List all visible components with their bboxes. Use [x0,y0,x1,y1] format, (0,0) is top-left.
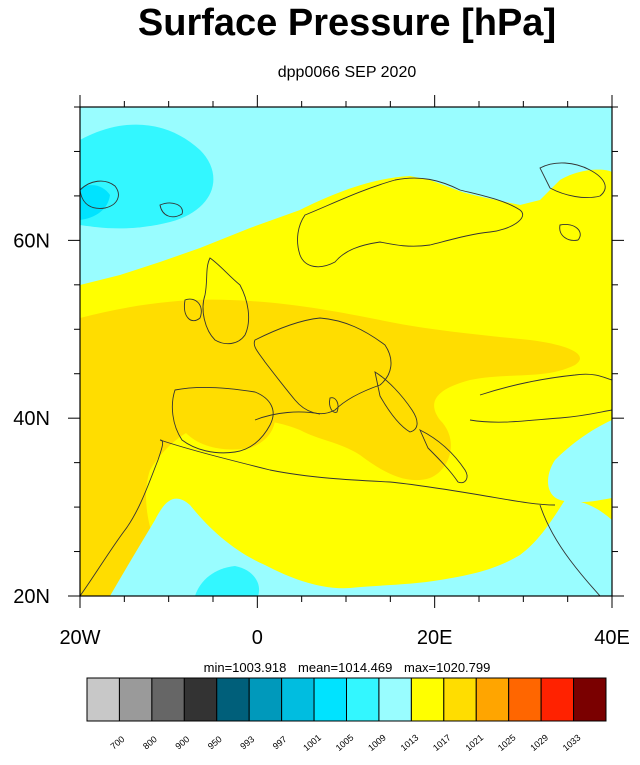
field-middle-east [548,420,612,503]
colorbar-label: 700 [109,734,127,751]
y-tick-label: 20N [13,586,50,608]
colorbar-label: 1029 [528,732,550,753]
x-tick-label: 20W [59,627,100,649]
colorbar-swatch [248,677,283,722]
colorbar-swatch [86,677,120,722]
colorbar-label: 993 [238,734,256,751]
page-title: Surface Pressure [hPa] [137,2,557,44]
page-subtitle: dpp0066 SEP 2020 [277,64,417,81]
colorbar-swatch [410,677,445,722]
colorbar-label: 1009 [366,732,388,753]
stats-line: min=1003.918 mean=1014.469 max=1020.799 [0,660,640,675]
field-1017-1021 [80,299,580,596]
field-iberia-gold [180,386,276,450]
colorbar-swatch [573,677,607,722]
colorbar-swatch [118,677,153,722]
stats-max: max=1020.799 [403,660,491,675]
colorbar-swatch [508,677,542,722]
colorbar-label: 1013 [399,732,421,753]
colorbar-swatch [281,677,315,722]
colorbar-swatch [378,677,412,722]
colorbar-swatch [346,677,380,722]
colorbar-swatch [475,677,510,722]
stats-min: min=1003.918 [203,660,287,675]
colorbar-label: 900 [173,734,191,751]
colorbar-label: 1017 [431,732,453,753]
field-arctic-patch [560,169,612,202]
y-tick-label: 60N [13,230,50,252]
colorbar-label: 950 [206,734,224,751]
coastlines [80,162,612,596]
field-greenland-core [80,185,110,220]
map-fields [80,107,612,596]
x-tick-label: 20E [417,627,453,649]
x-tick-label: 40E [594,627,630,649]
colorbar-label: 1001 [301,732,323,753]
colorbar-swatch [183,677,218,722]
colorbar-swatch [443,677,477,722]
colorbar-swatch [151,677,185,722]
colorbar-swatch [216,677,250,722]
field-scandinavia [300,176,539,245]
colorbar-label: 800 [141,734,159,751]
colorbar-label: 997 [271,734,289,751]
colorbar-label: 1033 [561,732,583,753]
colorbar-label: 1025 [496,732,518,753]
y-tick-label: 40N [13,408,50,430]
colorbar-label: 1021 [463,732,485,753]
x-tick-label: 0 [252,627,263,649]
field-north-atlantic [80,107,612,285]
map-axes: 20W 0 20E 40E 20N 40N 60N [13,95,630,649]
field-sahara-patch [195,566,260,596]
field-greenland [80,124,214,229]
colorbar-swatch [540,677,575,722]
colorbar-swatch [313,677,347,722]
field-sahara [80,498,612,596]
colorbar-label: 1005 [334,732,356,753]
pressure-map: 20W 0 20E 40E 20N 40N 60N [13,95,630,649]
stats-mean: mean=1014.469 [298,660,393,675]
